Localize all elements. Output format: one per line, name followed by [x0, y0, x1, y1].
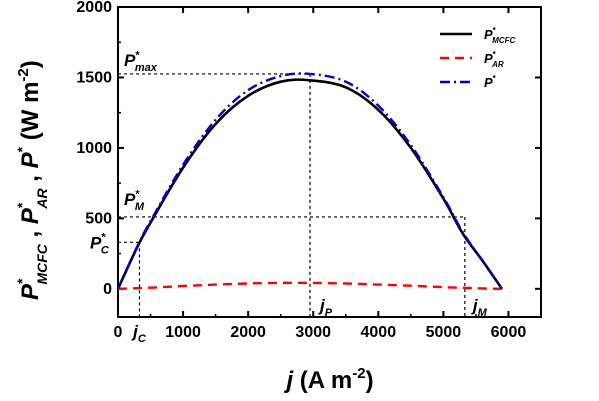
x-tick-label: 4000: [361, 324, 397, 341]
x-axis-title: j (A m-2): [283, 365, 373, 394]
series-lines: [116, 72, 504, 291]
legend-label-mcfc: P* MCFC: [484, 26, 515, 45]
y-tick-label: 1500: [76, 69, 112, 86]
annotations: P* max P* M P* C jC jP jM: [90, 49, 488, 345]
axis-ticks: 0 1000 2000 3000 4000 5000 6000 0 500 1000 1500 200…: [76, 0, 541, 341]
y-tick-label: 2000: [76, 0, 112, 16]
label-jp: jP: [318, 296, 333, 319]
x-tick-label: 3000: [295, 324, 331, 341]
legend-label-ar: P* AR: [484, 50, 504, 69]
y-tick-label: 0: [103, 281, 112, 298]
series-line-ar: [117, 281, 502, 291]
series-line-total: [116, 72, 503, 290]
guide-lines: [118, 73, 466, 317]
x-tick-label: 5000: [426, 324, 462, 341]
y-tick-label: 500: [85, 210, 112, 227]
x-tick-label: 2000: [230, 324, 266, 341]
legend-label-total: P*​: [484, 74, 497, 90]
plot-frame: [117, 6, 542, 318]
y-axis-title: P*MCFC​ , P*AR​ , P*​ (W m-2): [14, 60, 50, 300]
label-pmax: P* max: [124, 49, 158, 74]
label-pc: P* C: [90, 232, 110, 257]
x-tick-label: 6000: [491, 324, 527, 341]
x-tick-label: 1000: [165, 324, 201, 341]
y-tick-label: 1000: [76, 140, 112, 157]
legend: P*MCFC P*AR P*​: [440, 26, 515, 90]
label-pm: P* M: [124, 188, 145, 213]
x-tick-label: 0: [114, 324, 123, 341]
label-jm: jM: [471, 296, 488, 319]
plot-area: [117, 6, 542, 318]
label-jc: jC: [131, 322, 147, 345]
axis-titles: j (A m-2) P*MCFC​ , P*AR​ , P*​ (W m-2): [14, 60, 374, 394]
